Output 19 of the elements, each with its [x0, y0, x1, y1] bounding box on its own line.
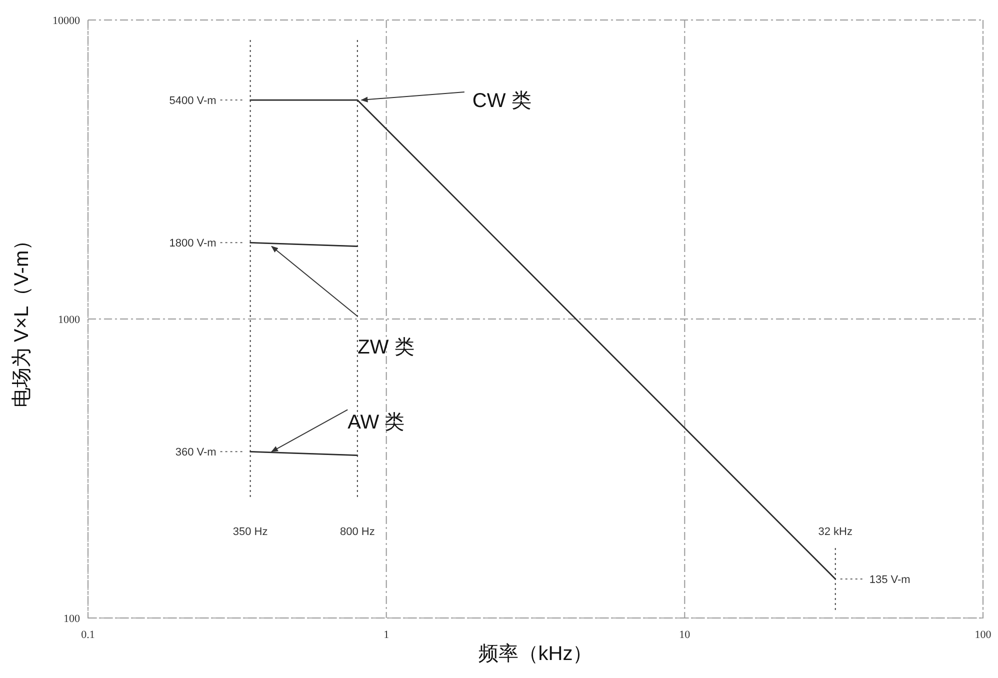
y-tick-label: 1000 [58, 314, 80, 326]
annotation: AW 类 [348, 412, 405, 434]
x-tick-label: 10 [679, 629, 691, 641]
annotation: ZW 类 [358, 336, 414, 358]
y-tick-label: 100 [64, 612, 80, 625]
annotation: 1800 V-m [169, 238, 216, 250]
ref-line-label: 800 Hz [340, 526, 375, 538]
annotation: 135 V-m [869, 574, 910, 586]
x-axis-title: 频率（kHz） [478, 643, 593, 665]
x-tick-label: 100 [974, 629, 992, 641]
ref-line-label: 32 kHz [818, 526, 852, 538]
y-tick-label: 10000 [52, 14, 80, 27]
x-tick-label: 0.1 [81, 629, 95, 641]
annotation: 360 V-m [175, 446, 216, 459]
annotation: CW 类 [472, 90, 532, 112]
annotation: 5400 V-m [169, 94, 216, 107]
x-tick-label: 1 [384, 629, 390, 641]
ref-line-label: 350 Hz [232, 526, 268, 538]
y-axis-title: 电场为 V×L（V-m） [11, 230, 33, 408]
